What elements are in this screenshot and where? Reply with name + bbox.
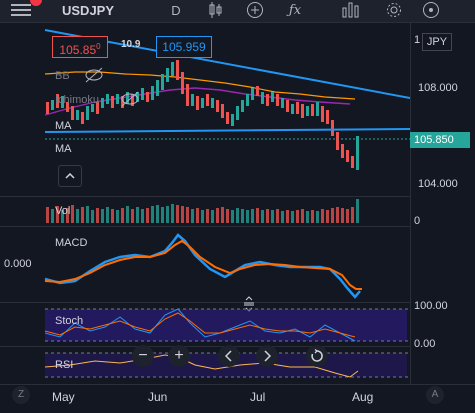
- reset-chart-button[interactable]: [306, 345, 328, 367]
- x-tick-jun: Jun: [148, 390, 168, 404]
- price-tick-108: 108.000: [418, 82, 458, 94]
- ma-label-2[interactable]: MA: [55, 143, 72, 155]
- spread-value: 10.9: [121, 39, 141, 50]
- vol-label[interactable]: Vol: [55, 205, 71, 217]
- reset-icon: [311, 349, 323, 362]
- stoch-tick-0: 0.00: [414, 338, 436, 350]
- support-line[interactable]: [44, 128, 410, 133]
- stoch-chart[interactable]: [0, 303, 410, 345]
- zoom-in-button[interactable]: +: [168, 345, 190, 367]
- stoch-k-line: [44, 308, 356, 342]
- price-tick-top: 1: [414, 34, 421, 46]
- layout-icon[interactable]: [340, 0, 362, 20]
- volume-chart[interactable]: [0, 197, 410, 225]
- sell-price: 105.85: [59, 43, 97, 57]
- time-axis[interactable]: [0, 384, 475, 413]
- hide-bb-icon[interactable]: [85, 67, 103, 83]
- zoom-out-button[interactable]: −: [132, 345, 154, 367]
- settings-icon[interactable]: [383, 0, 405, 20]
- vol-tick-0: 0: [414, 215, 421, 227]
- sell-price-pip: 0: [96, 42, 101, 51]
- stoch-d-line: [44, 312, 356, 338]
- scroll-right-button[interactable]: [256, 345, 278, 367]
- symbol-search-button[interactable]: USDJPY: [62, 2, 115, 18]
- scroll-left-button[interactable]: [218, 345, 240, 367]
- last-price-label: 105.850: [410, 132, 470, 148]
- candlesticks: [46, 60, 359, 170]
- macd-chart[interactable]: [0, 227, 410, 302]
- pane-divider[interactable]: [0, 196, 410, 197]
- chart-type-icon[interactable]: [205, 0, 225, 20]
- currency-badge[interactable]: JPY: [422, 33, 452, 51]
- macd-line: [44, 233, 361, 299]
- volume-bars: [46, 199, 359, 223]
- buy-button[interactable]: 105.959: [156, 36, 212, 58]
- indicators-icon[interactable]: ƒx: [288, 2, 302, 18]
- x-tick-aug: Aug: [352, 390, 374, 404]
- ma-label-1[interactable]: MA: [55, 120, 72, 132]
- notification-badge: [30, 0, 42, 6]
- price-axis[interactable]: [410, 22, 475, 384]
- ichimoku-label[interactable]: Ichimoku: [55, 94, 100, 106]
- auto-scale-icon[interactable]: A: [426, 386, 444, 404]
- interval-button[interactable]: D: [171, 2, 181, 18]
- pane-divider[interactable]: [0, 346, 410, 347]
- chevron-up-icon: [65, 173, 75, 179]
- chevron-right-icon: [264, 350, 271, 362]
- price-chart[interactable]: [0, 22, 410, 197]
- chart-toolbar: USDJPY D ƒx: [0, 0, 475, 23]
- x-tick-may: May: [52, 390, 75, 404]
- x-tick-jul: Jul: [250, 390, 266, 404]
- hide-ichimoku-icon[interactable]: [121, 91, 139, 107]
- price-tick-104: 104.000: [418, 178, 458, 190]
- macd-label[interactable]: MACD: [55, 237, 88, 249]
- timezone-icon[interactable]: Z: [12, 386, 30, 404]
- ma-line: [44, 87, 351, 116]
- chevron-left-icon: [225, 350, 232, 362]
- bb-label[interactable]: BB: [55, 70, 70, 82]
- more-icon[interactable]: [420, 0, 442, 20]
- pane-divider[interactable]: [0, 226, 410, 227]
- stoch-label[interactable]: Stoch: [55, 315, 84, 327]
- menu-icon[interactable]: [8, 0, 34, 20]
- pane-divider[interactable]: [0, 302, 410, 303]
- collapse-legend-button[interactable]: [58, 165, 82, 187]
- sell-button[interactable]: 105.850: [52, 36, 108, 58]
- rsi-label[interactable]: RSI: [55, 359, 74, 371]
- rsi-line: [44, 354, 359, 378]
- add-compare-icon[interactable]: [245, 0, 265, 20]
- macd-tick-zero: 0.000: [4, 258, 32, 270]
- stoch-tick-100: 100.00: [414, 300, 448, 312]
- signal-line: [44, 239, 362, 290]
